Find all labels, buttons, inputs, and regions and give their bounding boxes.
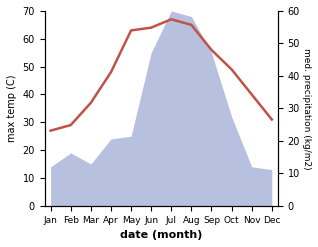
X-axis label: date (month): date (month) [120,230,203,240]
Y-axis label: max temp (C): max temp (C) [7,75,17,142]
Y-axis label: med. precipitation (kg/m2): med. precipitation (kg/m2) [302,48,311,169]
